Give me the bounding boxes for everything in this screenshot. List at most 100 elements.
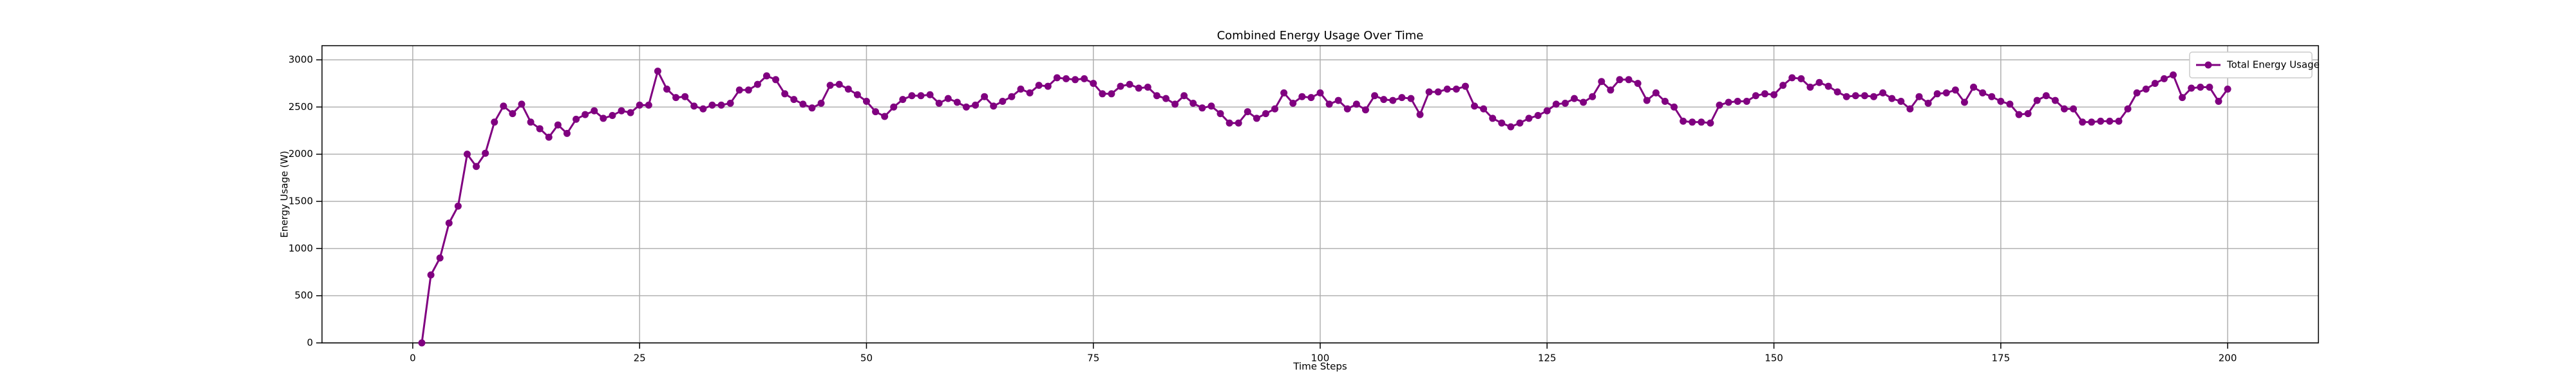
data-point	[563, 129, 571, 137]
data-point	[1879, 89, 1887, 96]
data-point	[1915, 93, 1923, 100]
data-point	[1634, 80, 1642, 87]
data-point	[1933, 90, 1941, 98]
data-point	[999, 98, 1007, 106]
data-point	[527, 118, 535, 126]
plot-frame	[321, 45, 2319, 344]
data-point	[2088, 118, 2096, 126]
data-point	[1361, 106, 1369, 114]
data-point	[826, 82, 834, 89]
data-point	[1906, 105, 1914, 113]
data-point	[1979, 89, 1987, 96]
data-point	[1253, 115, 1260, 122]
data-point	[1734, 98, 1741, 106]
data-point	[1471, 102, 1479, 110]
data-point	[2097, 117, 2105, 125]
data-point	[981, 93, 989, 100]
data-point	[1090, 80, 1097, 87]
x-tick-label: 125	[1538, 353, 1557, 364]
data-point	[1498, 119, 1506, 127]
data-point	[1625, 76, 1633, 84]
data-point	[1516, 119, 1524, 127]
data-point	[2170, 71, 2177, 78]
data-point	[1008, 93, 1016, 100]
data-point	[1343, 105, 1351, 113]
x-tick-label: 200	[2219, 353, 2237, 364]
data-point	[835, 80, 843, 88]
y-tick-label: 2500	[289, 101, 313, 113]
data-point	[1081, 75, 1088, 82]
data-point	[473, 163, 480, 170]
data-point	[2042, 92, 2050, 100]
data-point	[1017, 85, 1025, 93]
data-point	[1842, 93, 1850, 100]
data-point	[899, 96, 907, 104]
data-point	[1208, 102, 1215, 110]
data-point	[2060, 105, 2068, 113]
data-point	[1298, 93, 1306, 100]
y-tick-label: 500	[294, 290, 313, 301]
data-point	[1951, 86, 1959, 94]
data-point	[1307, 94, 1315, 102]
data-point	[890, 103, 898, 111]
data-point	[1389, 96, 1397, 104]
data-point	[445, 219, 453, 227]
data-point	[2133, 89, 2141, 96]
data-point	[1960, 98, 1968, 106]
data-point	[1135, 84, 1142, 92]
data-point	[482, 149, 489, 157]
data-point	[1217, 110, 1224, 118]
data-point	[418, 339, 426, 347]
data-point	[781, 90, 789, 98]
data-point	[1117, 82, 1124, 90]
data-point	[808, 104, 816, 112]
data-point	[881, 113, 889, 120]
legend-label: Total Energy Usage	[2226, 59, 2320, 71]
data-point	[618, 107, 625, 115]
data-point	[2106, 117, 2114, 125]
y-axis-label: Energy Usage (W)	[279, 151, 290, 237]
data-point	[1352, 100, 1360, 108]
data-point	[1652, 89, 1660, 96]
data-point	[1044, 82, 1052, 90]
data-point	[2179, 94, 2186, 102]
data-point	[500, 102, 507, 110]
y-tick-label: 1500	[289, 196, 313, 207]
data-point	[1198, 104, 1206, 112]
data-point	[1452, 85, 1460, 93]
data-point	[1543, 107, 1551, 115]
data-point	[1244, 108, 1251, 116]
data-point	[1171, 100, 1179, 108]
data-point	[2188, 84, 2195, 92]
data-point	[1280, 89, 1288, 96]
data-point	[1480, 105, 1488, 113]
data-point	[853, 91, 861, 98]
data-point	[2006, 100, 2014, 108]
data-point	[1997, 98, 2005, 106]
data-point	[509, 110, 516, 118]
data-point	[1707, 119, 1714, 127]
data-point	[1806, 84, 1814, 91]
data-point	[1434, 88, 1442, 96]
data-point	[1271, 105, 1279, 113]
legend-marker	[2204, 61, 2212, 69]
chart-title: Combined Energy Usage Over Time	[1217, 29, 1424, 42]
data-point	[636, 101, 643, 109]
x-tick-label: 75	[1087, 353, 1099, 364]
data-point	[972, 101, 980, 109]
data-line	[421, 68, 2229, 344]
data-point	[844, 85, 852, 93]
data-point	[1815, 78, 1823, 86]
data-point	[1026, 89, 1034, 96]
x-tick-label: 25	[634, 353, 646, 364]
data-point	[600, 115, 607, 122]
data-point	[672, 94, 680, 102]
data-point	[708, 101, 716, 109]
data-point	[582, 111, 589, 118]
y-tick-label: 0	[307, 337, 313, 349]
data-point	[1888, 95, 1896, 102]
data-point	[609, 112, 616, 120]
data-point	[1779, 82, 1787, 89]
data-point	[1398, 94, 1406, 102]
data-point	[917, 92, 925, 100]
